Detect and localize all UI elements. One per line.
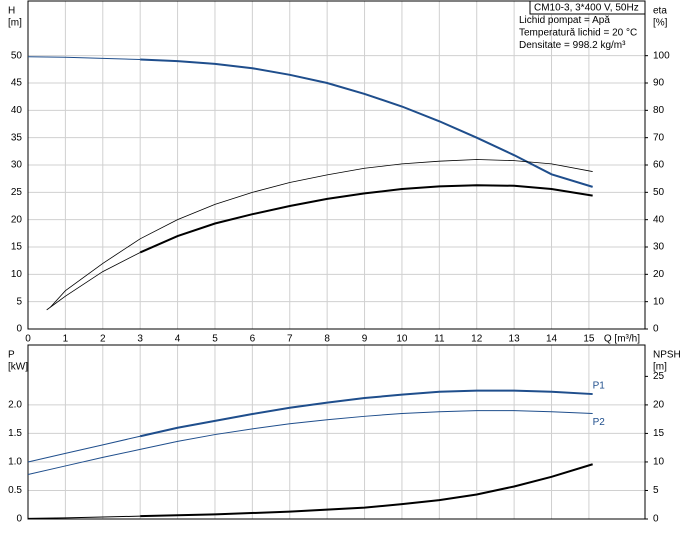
y2-tick-label: 60	[653, 160, 665, 171]
y2-tick-label: 25	[653, 371, 665, 382]
y-tick-label: 40	[11, 105, 23, 116]
y-tick-label: 45	[11, 78, 23, 89]
x-tick-label: 10	[396, 334, 408, 345]
y2-tick-label: 50	[653, 187, 665, 198]
y2-tick-label: 0	[653, 324, 659, 335]
curve-label: P1	[593, 381, 606, 392]
curve	[27, 56, 141, 60]
x-tick-label: 14	[546, 334, 558, 345]
y2-tick-label: 10	[653, 296, 665, 307]
curve	[139, 389, 593, 438]
info-text: Temperatură lichid = 20 °C	[519, 28, 637, 39]
y2-unit: [m]	[653, 362, 667, 373]
curve	[139, 184, 593, 254]
y-tick-label: 25	[11, 187, 23, 198]
y-tick-label: 1.0	[8, 457, 22, 468]
y-tick-label: 35	[11, 132, 23, 143]
y2-tick-label: 5	[653, 485, 659, 496]
x-tick-label: 13	[509, 334, 521, 345]
info-box-frame	[529, 0, 646, 15]
x-tick-label: 12	[471, 334, 483, 345]
info-text: Lichid pompat = Apă	[519, 15, 610, 26]
x-tick-label: 1	[63, 334, 69, 345]
y-tick-label: 1.5	[8, 428, 22, 439]
curve	[27, 410, 593, 475]
y2-tick-label: 20	[653, 269, 665, 280]
x-tick-label: 2	[100, 334, 106, 345]
y2-label: eta	[653, 6, 667, 17]
x-tick-label: 0	[25, 334, 31, 345]
y2-tick-label: 0	[653, 514, 659, 525]
y2-tick-label: 80	[653, 105, 665, 116]
y2-tick-label: 70	[653, 132, 665, 143]
y-tick-label: 50	[11, 50, 23, 61]
curve	[140, 58, 593, 188]
curve	[46, 252, 141, 311]
plot-frame	[27, 0, 646, 330]
x-tick-label: 15	[583, 334, 595, 345]
y2-tick-label: 20	[653, 400, 665, 411]
curve-label: P2	[593, 417, 606, 428]
x-tick-label: 6	[250, 334, 256, 345]
y2-tick-label: 90	[653, 78, 665, 89]
y2-tick-label: 30	[653, 242, 665, 253]
y-unit: [kW]	[8, 362, 28, 373]
y-tick-label: 0	[16, 514, 22, 525]
y-label: H	[8, 6, 15, 17]
y2-tick-label: 10	[653, 457, 665, 468]
y-label: P	[8, 350, 15, 361]
y2-unit: [%]	[653, 18, 668, 29]
plot-frame	[27, 344, 646, 520]
x-tick-label: 4	[175, 334, 181, 345]
y2-tick-label: 100	[653, 50, 670, 61]
y2-tick-label: 40	[653, 214, 665, 225]
y-tick-label: 0	[16, 324, 22, 335]
curve	[50, 159, 593, 308]
x-tick-label: 11	[434, 334, 445, 345]
y-tick-label: 30	[11, 160, 23, 171]
y-tick-label: 2.0	[8, 400, 22, 411]
info-text: CM10-3, 3*400 V, 50Hz	[534, 3, 639, 14]
x-tick-label: 5	[212, 334, 218, 345]
x-tick-label: 7	[287, 334, 293, 345]
y-tick-label: 15	[11, 242, 23, 253]
y-tick-label: 20	[11, 214, 23, 225]
y-tick-label: 5	[16, 296, 22, 307]
curve	[27, 515, 141, 519]
x-tick-label: 3	[137, 334, 143, 345]
info-text: Densitate = 998.2 kg/m³	[519, 40, 626, 51]
curve	[27, 435, 141, 463]
x-tick-label: 8	[324, 334, 330, 345]
y-tick-label: 0.5	[8, 485, 22, 496]
y-unit: [m]	[8, 18, 22, 29]
curve	[140, 463, 593, 518]
y2-label: NPSH	[653, 350, 681, 361]
x-tick-label: 9	[362, 334, 368, 345]
x-label: Q [m³/h]	[604, 334, 640, 345]
y2-tick-label: 15	[653, 428, 665, 439]
y-tick-label: 10	[11, 269, 23, 280]
